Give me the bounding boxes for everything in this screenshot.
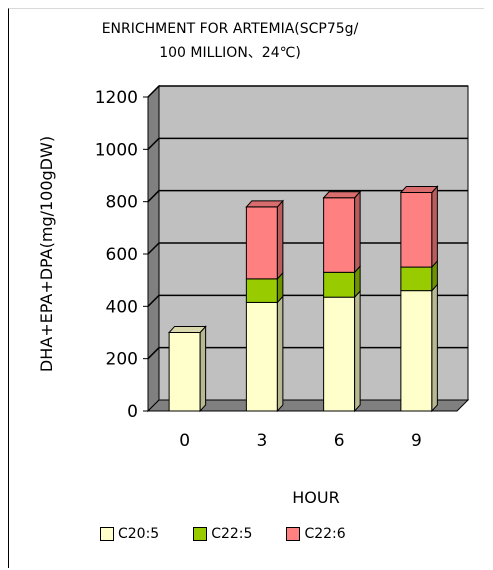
y-tick-label: 800 [106,193,138,213]
legend-label-c20-5: C20:5 [118,526,160,542]
y-tick-label: 1000 [95,140,138,160]
legend-swatch-c22-5 [193,527,208,541]
bar-c20-5-hour-0-top [167,325,207,333]
bar-c22-5-hour-9 [400,266,433,292]
y-tick-label: 400 [106,297,138,317]
gridline [147,242,468,255]
bar-c22-5-hour-3 [245,278,278,303]
bar-c20-5-hour-3 [245,301,278,412]
chart-frame [8,8,484,568]
chart-title-line-1: ENRICHMENT FOR ARTEMIA(SCP75g/ [101,21,359,37]
gridline [147,85,468,98]
x-axis-label: HOUR [292,488,339,507]
y-tick-label: 200 [106,350,138,370]
chart-plot: 0 200 400 600 800 1000 1200 0 3 6 9 HOUR DHA+EPA+DPA… [37,84,470,507]
y-tick-label: 0 [127,402,138,422]
y-tick-label: 1200 [95,88,138,108]
bar-c20-5-hour-6-side [354,289,361,413]
bar-c20-5-hour-6 [323,296,356,412]
bar-c20-5-hour-9-side [431,283,438,413]
bar-c22-6-hour-3-side [276,199,284,281]
bar-c22-6-hour-9 [400,192,433,268]
legend-swatch-c22-6 [286,527,301,541]
bar-c22-6-hour-3 [245,206,278,280]
bar-c22-6-hour-9-top [399,185,439,194]
bar-c22-6-hour-6-top [322,191,362,199]
legend-label-c22-6: C22:6 [304,526,346,542]
bar-c20-5-hour-9 [400,290,433,412]
bar-c22-6-hour-6 [323,197,356,273]
x-tick-label: 3 [256,431,267,451]
x-tick-label: 0 [179,431,190,451]
bar-c20-5-hour-0 [168,332,201,412]
bar-c20-5-hour-0-side [199,325,207,413]
bar-c20-5-hour-3-side [276,295,284,413]
chart-title-line-2: 100 MILLION、24℃) [159,45,301,61]
legend-swatch-c20-5 [100,527,114,541]
bar-c22-6-hour-9-side [431,185,438,269]
legend-item-c20-5: C20:5 [100,526,159,542]
bar-c22-5-hour-6 [323,271,356,298]
legend-item-c22-5: C22:5 [193,526,252,542]
y-tick-label: 600 [106,245,138,265]
gridline [147,189,468,203]
y-axis-label: DHA+EPA+DPA(mg/100gDW) [37,136,56,372]
x-tick-label: 9 [411,431,422,451]
gridline [147,346,468,360]
x-tick-label: 6 [334,431,345,451]
legend-item-c22-6: C22:6 [286,526,346,542]
legend-label-c22-5: C22:5 [211,526,253,542]
gridline [147,294,468,307]
chart-legend: C20:5 C22:5 C22:6 [100,526,346,542]
gridline [147,137,468,150]
bar-c22-6-hour-3-top [245,200,285,208]
bar-c22-6-hour-6-side [354,190,361,274]
